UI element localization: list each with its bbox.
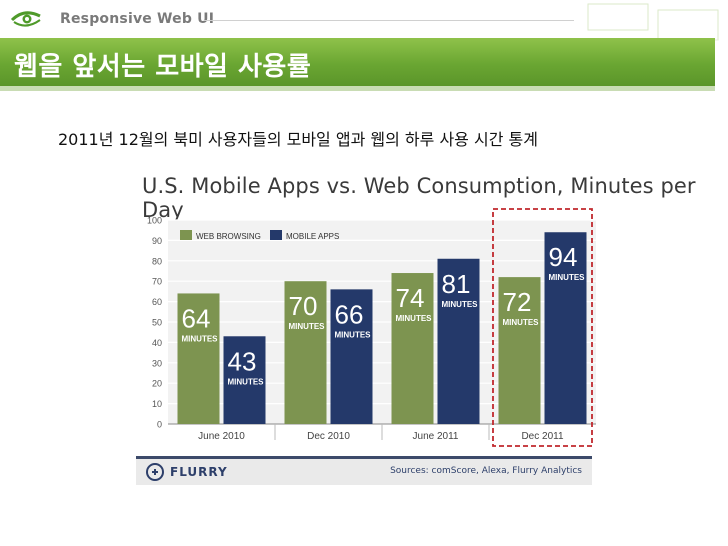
flurry-logo-icon	[146, 463, 164, 481]
bar-web	[498, 277, 541, 424]
y-tick-label: 30	[152, 358, 162, 368]
bar-web	[391, 273, 434, 424]
bar-apps	[223, 336, 266, 424]
page-subtitle: 2011년 12월의 북미 사용자들의 모바일 앱과 웹의 하루 사용 시간 통…	[58, 130, 538, 149]
bar-value-label: 70	[289, 291, 318, 321]
bar-value-label: 74	[396, 283, 425, 313]
bar-value-label: 64	[182, 303, 211, 333]
bar-value-label: 81	[442, 269, 471, 299]
legend-label: MOBILE APPS	[286, 232, 339, 241]
x-tick-label: Dec 2011	[521, 431, 564, 442]
bar-unit-label: MINUTES	[503, 318, 540, 327]
bar-unit-label: MINUTES	[335, 330, 372, 339]
y-tick-label: 50	[152, 318, 162, 328]
y-tick-label: 80	[152, 256, 162, 266]
title-band: 웹을 앞서는 모바일 사용률	[0, 38, 715, 91]
bar-web	[284, 281, 327, 424]
y-tick-label: 100	[147, 216, 162, 226]
bar-unit-label: MINUTES	[228, 377, 265, 386]
header-divider	[204, 20, 574, 21]
top-bar: Responsive Web UI	[0, 0, 728, 36]
legend-label: WEB BROWSING	[196, 232, 261, 241]
y-tick-label: 40	[152, 338, 162, 348]
y-tick-label: 60	[152, 297, 162, 307]
y-tick-label: 70	[152, 277, 162, 287]
bar-unit-label: MINUTES	[549, 273, 586, 282]
y-tick-label: 20	[152, 379, 162, 389]
title-band-shadow	[0, 86, 715, 91]
page-title: 웹을 앞서는 모바일 사용률	[14, 52, 312, 82]
bar-value-label: 43	[228, 346, 257, 376]
bar-value-label: 66	[335, 299, 364, 329]
x-tick-label: June 2010	[198, 431, 245, 442]
bar-value-label: 72	[503, 287, 532, 317]
legend-swatch	[180, 230, 192, 240]
bar-unit-label: MINUTES	[442, 300, 479, 309]
x-tick-label: Dec 2010	[307, 431, 350, 442]
bar-apps	[544, 232, 587, 424]
bar-unit-label: MINUTES	[289, 322, 326, 331]
bar-unit-label: MINUTES	[396, 314, 433, 323]
legend-swatch	[270, 230, 282, 240]
y-tick-label: 90	[152, 236, 162, 246]
highlight-box	[492, 208, 593, 447]
y-tick-label: 10	[152, 399, 162, 409]
flurry-logo-text: FLURRY	[170, 465, 228, 479]
chart-sources: Sources: comScore, Alexa, Flurry Analyti…	[390, 466, 582, 476]
brand-name: Responsive Web UI	[60, 11, 215, 27]
bar-web	[177, 293, 220, 424]
bar-apps	[330, 289, 373, 424]
bar-apps	[437, 258, 480, 424]
chart-title: U.S. Mobile Apps vs. Web Consumption, Mi…	[142, 174, 696, 222]
bar-unit-label: MINUTES	[182, 334, 219, 343]
x-tick-label: June 2011	[413, 431, 459, 442]
eye-logo-icon	[10, 11, 41, 27]
chart-footer: FLURRY Sources: comScore, Alexa, Flurry …	[136, 456, 592, 485]
y-tick-label: 0	[157, 420, 162, 430]
bar-value-label: 94	[549, 242, 578, 272]
